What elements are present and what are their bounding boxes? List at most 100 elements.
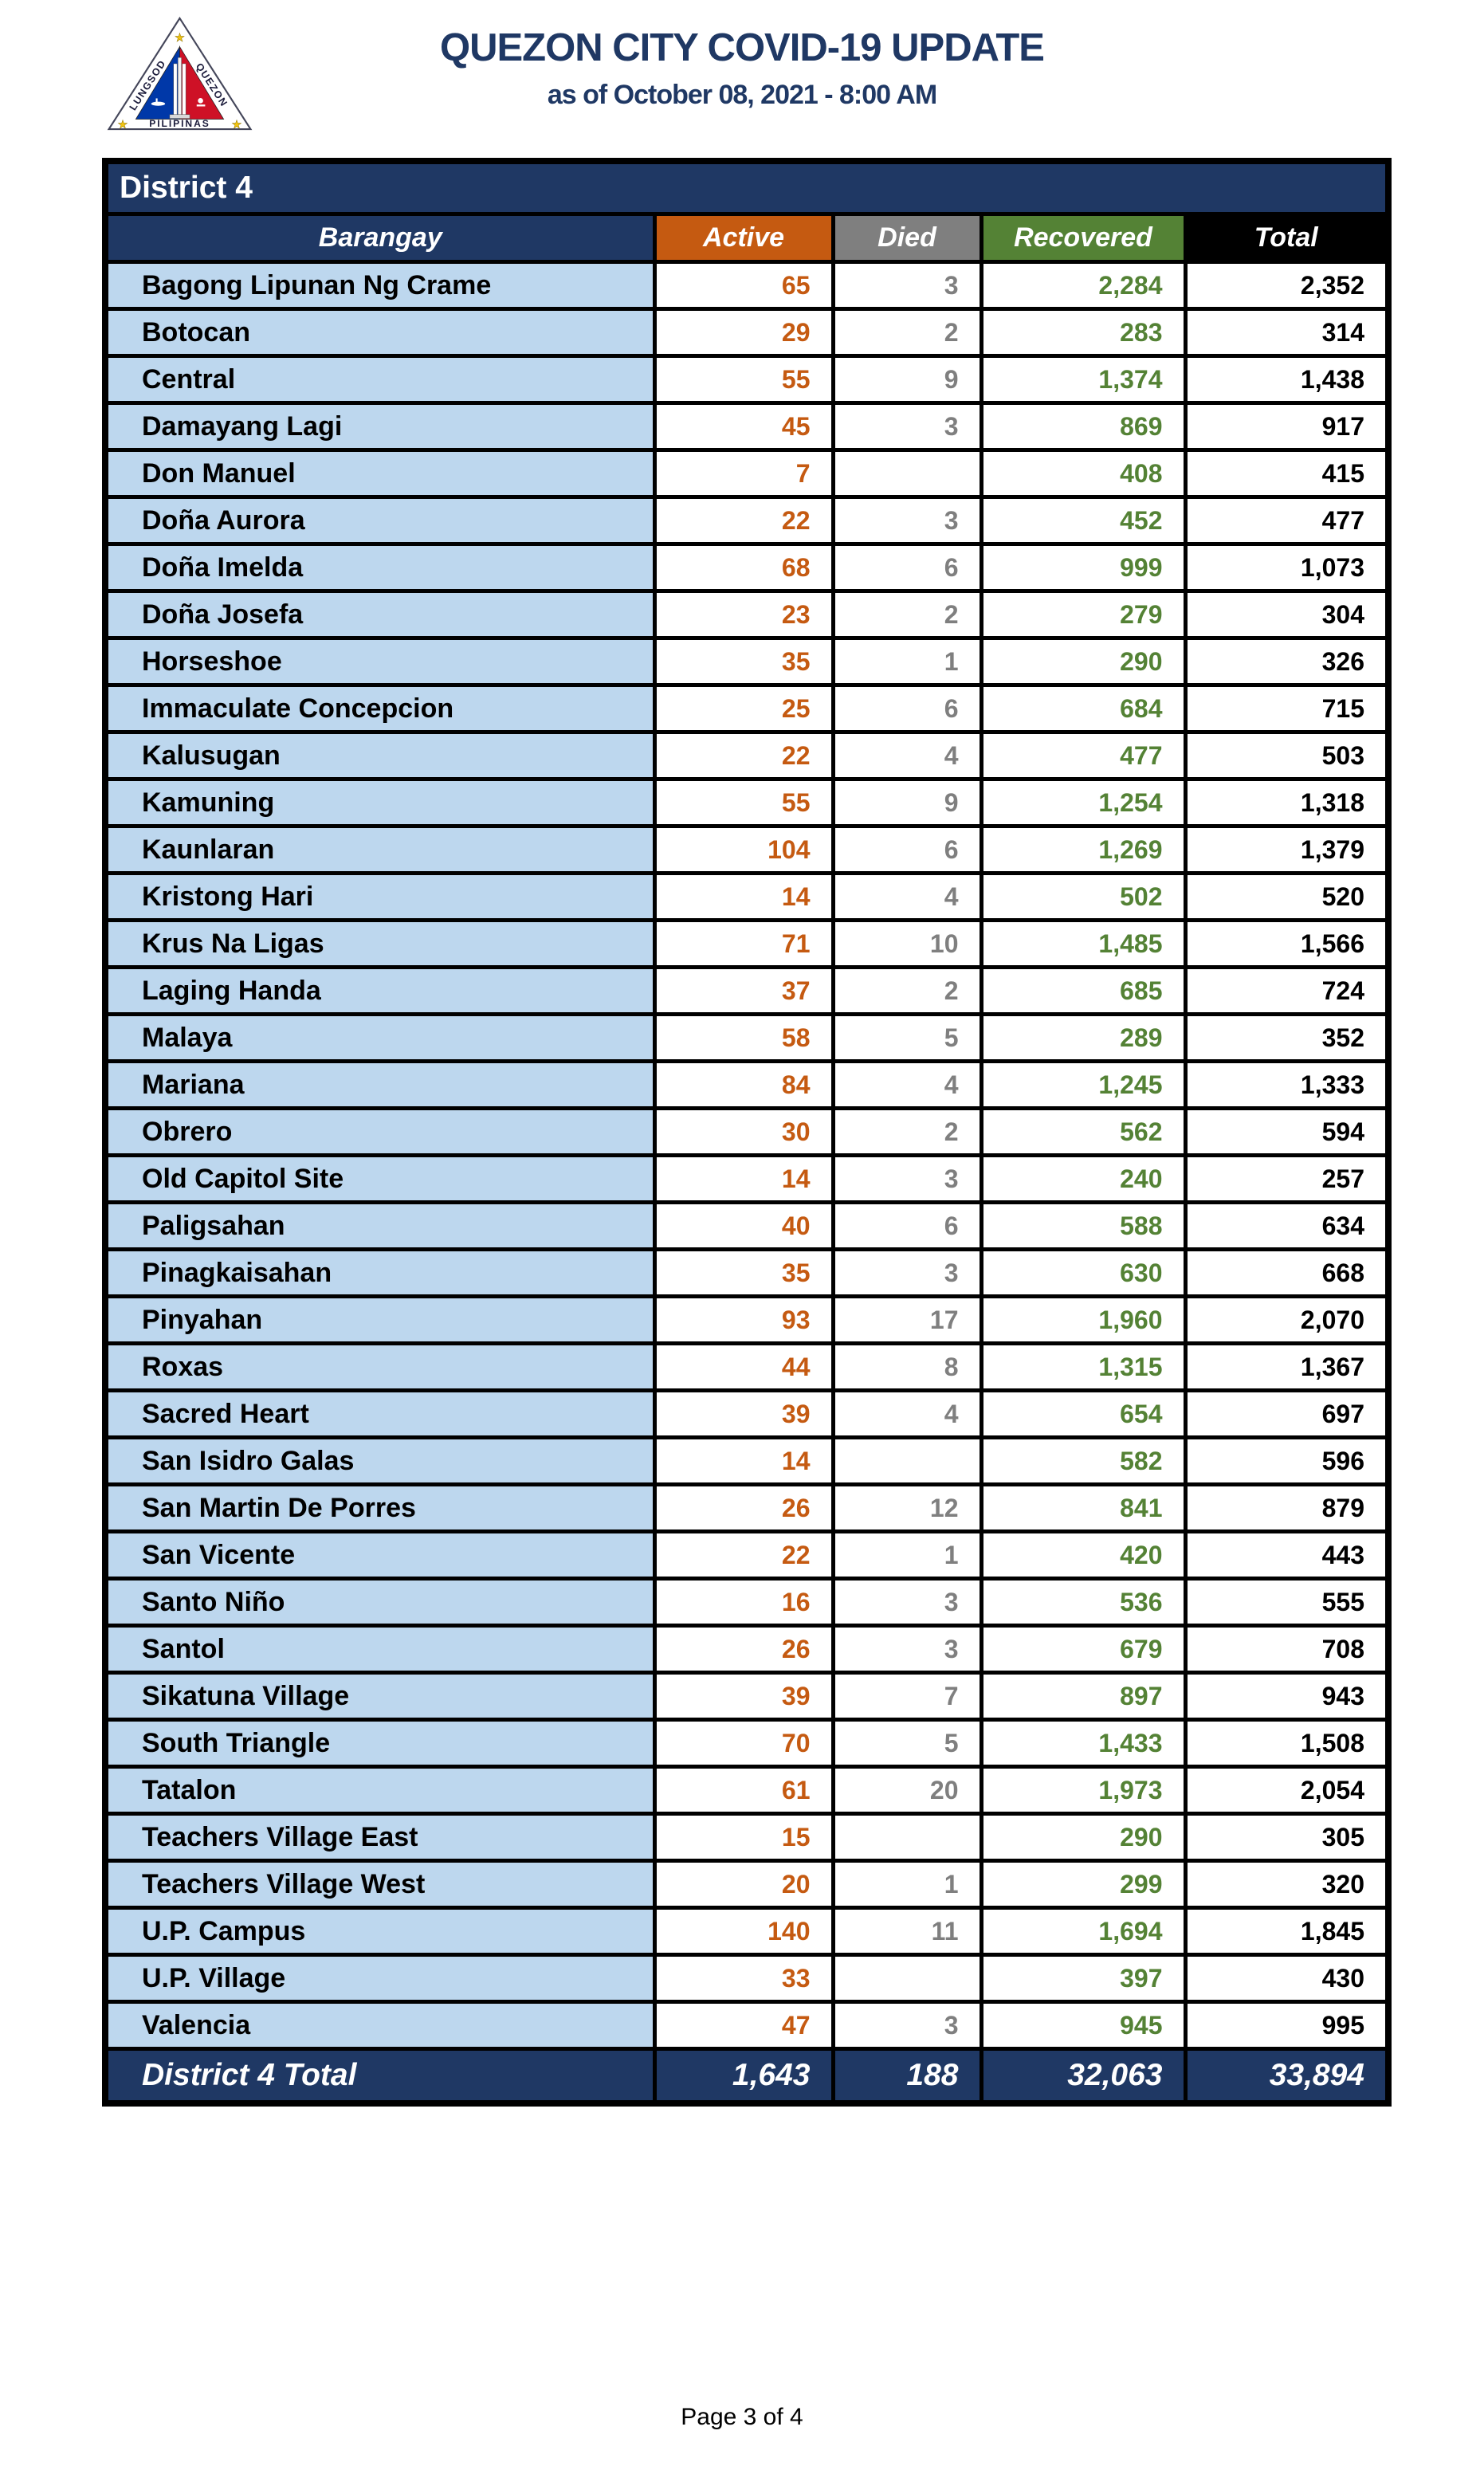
recovered-count-cell: 299 (979, 1859, 1188, 1910)
active-count-cell: 37 (652, 965, 835, 1016)
recovered-count-cell: 999 (979, 542, 1188, 593)
barangay-name-cell: Kaunlaran (103, 824, 657, 875)
total-count-cell: 1,508 (1183, 1718, 1391, 1769)
total-count-cell: 1,333 (1183, 1059, 1391, 1110)
barangay-name-cell: Pinyahan (103, 1294, 657, 1345)
barangay-name-cell: South Triangle (103, 1718, 657, 1769)
total-count-cell: 304 (1183, 589, 1391, 640)
active-count-cell: 23 (652, 589, 835, 640)
active-count-cell: 104 (652, 824, 835, 875)
active-count-cell: 14 (652, 1435, 835, 1486)
total-count-cell: 715 (1183, 683, 1391, 734)
died-count-cell: 3 (830, 1624, 983, 1675)
barangay-name-cell: Sacred Heart (103, 1388, 657, 1439)
recovered-count-cell: 1,973 (979, 1765, 1188, 1816)
table-row: Kristong Hari 14 4 502 520 (103, 871, 1391, 922)
table-row: San Martin De Porres 26 12 841 879 (103, 1482, 1391, 1533)
died-count-cell: 9 (830, 354, 983, 405)
total-count-cell: 724 (1183, 965, 1391, 1016)
died-count-cell: 3 (830, 260, 983, 311)
recovered-count-cell: 562 (979, 1106, 1188, 1157)
total-count-cell: 430 (1183, 1953, 1391, 2004)
table-row: Obrero 30 2 562 594 (103, 1106, 1391, 1157)
active-count-cell: 14 (652, 1153, 835, 1204)
recovered-count-cell: 477 (979, 730, 1188, 781)
died-count-cell: 3 (830, 1577, 983, 1628)
table-row: San Isidro Galas 14 582 596 (103, 1435, 1391, 1486)
died-count-cell: 7 (830, 1671, 983, 1722)
table-row: Valencia 47 3 945 995 (103, 2000, 1391, 2051)
table-row: Old Capitol Site 14 3 240 257 (103, 1153, 1391, 1204)
recovered-count-cell: 2,284 (979, 260, 1188, 311)
barangay-name-cell: Kamuning (103, 777, 657, 828)
barangay-name-cell: U.P. Village (103, 1953, 657, 2004)
barangay-name-cell: Obrero (103, 1106, 657, 1157)
recovered-count-cell: 945 (979, 2000, 1188, 2051)
barangay-name-cell: Don Manuel (103, 448, 657, 499)
total-count-cell: 477 (1183, 495, 1391, 546)
recovered-count-cell: 290 (979, 636, 1188, 687)
active-count-cell: 93 (652, 1294, 835, 1345)
died-count-cell: 2 (830, 589, 983, 640)
table-row: Botocan 29 2 283 314 (103, 307, 1391, 358)
total-count-cell: 995 (1183, 2000, 1391, 2051)
died-count-cell: 17 (830, 1294, 983, 1345)
active-count-cell: 55 (652, 777, 835, 828)
covid-table: District 4 Barangay Active Died Recovere… (102, 158, 1392, 2107)
active-count-cell: 22 (652, 730, 835, 781)
page-indicator: Page 3 of 4 (681, 2404, 803, 2430)
active-count-cell: 47 (652, 2000, 835, 2051)
table-row: Kaunlaran 104 6 1,269 1,379 (103, 824, 1391, 875)
active-count-cell: 39 (652, 1671, 835, 1722)
barangay-name-cell: Horseshoe (103, 636, 657, 687)
recovered-count-cell: 582 (979, 1435, 1188, 1486)
column-header-total: Total (1183, 212, 1391, 264)
barangay-name-cell: Roxas (103, 1341, 657, 1392)
active-count-cell: 26 (652, 1624, 835, 1675)
total-count-cell: 1,379 (1183, 824, 1391, 875)
district-total-label: District 4 Total (103, 2047, 657, 2105)
total-count-cell: 708 (1183, 1624, 1391, 1675)
recovered-count-cell: 289 (979, 1012, 1188, 1063)
barangay-name-cell: Valencia (103, 2000, 657, 2051)
total-count-cell: 634 (1183, 1200, 1391, 1251)
total-count-cell: 1,438 (1183, 354, 1391, 405)
total-count-cell: 1,367 (1183, 1341, 1391, 1392)
total-count-cell: 257 (1183, 1153, 1391, 1204)
barangay-name-cell: San Martin De Porres (103, 1482, 657, 1533)
active-count-cell: 7 (652, 448, 835, 499)
total-count-cell: 305 (1183, 1812, 1391, 1863)
died-count-cell: 1 (830, 636, 983, 687)
table-row: Teachers Village East 15 290 305 (103, 1812, 1391, 1863)
died-count-cell: 2 (830, 965, 983, 1016)
total-count-cell: 326 (1183, 636, 1391, 687)
active-count-cell: 44 (652, 1341, 835, 1392)
died-count-cell: 4 (830, 730, 983, 781)
active-count-cell: 45 (652, 401, 835, 452)
recovered-count-cell: 841 (979, 1482, 1188, 1533)
recovered-count-cell: 869 (979, 401, 1188, 452)
column-header-barangay: Barangay (103, 212, 657, 264)
seal-star-icon: ★ (232, 119, 242, 132)
recovered-count-cell: 1,269 (979, 824, 1188, 875)
total-count-cell: 352 (1183, 1012, 1391, 1063)
active-count-cell: 20 (652, 1859, 835, 1910)
died-count-cell (830, 1953, 983, 2004)
died-count-cell: 2 (830, 307, 983, 358)
table-row: South Triangle 70 5 1,433 1,508 (103, 1718, 1391, 1769)
barangay-name-cell: U.P. Campus (103, 1906, 657, 1957)
died-count-cell: 3 (830, 401, 983, 452)
barangay-name-cell: Mariana (103, 1059, 657, 1110)
table-row: Santol 26 3 679 708 (103, 1624, 1391, 1675)
recovered-count-cell: 1,245 (979, 1059, 1188, 1110)
recovered-count-cell: 408 (979, 448, 1188, 499)
total-count-cell: 594 (1183, 1106, 1391, 1157)
total-count-cell: 415 (1183, 448, 1391, 499)
active-count-cell: 29 (652, 307, 835, 358)
table-row: Doña Josefa 23 2 279 304 (103, 589, 1391, 640)
active-count-cell: 55 (652, 354, 835, 405)
seal-bottom-text: PILIPINAS (149, 118, 210, 129)
table-row: Teachers Village West 20 1 299 320 (103, 1859, 1391, 1910)
recovered-count-cell: 240 (979, 1153, 1188, 1204)
active-count-cell: 15 (652, 1812, 835, 1863)
